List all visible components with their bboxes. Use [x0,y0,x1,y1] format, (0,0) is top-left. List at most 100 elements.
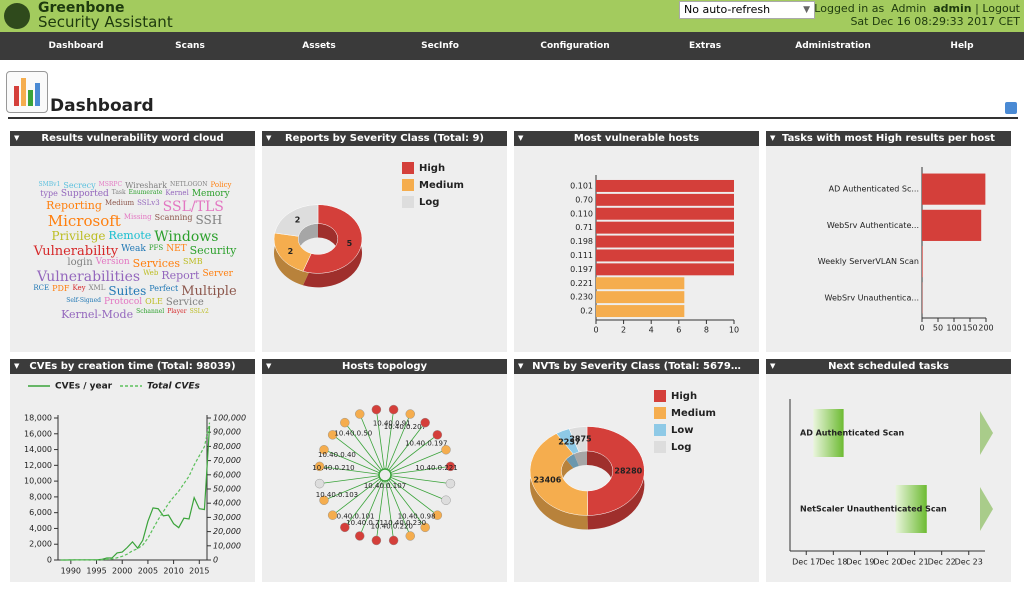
panel-header: ▼ Hosts topology [262,359,507,374]
y2-tick-label: 40,000 [213,499,241,508]
panel-header: ▼ NVTs by Severity Class (Total: 5679… [514,359,759,374]
series-line [60,425,211,561]
continue-arrow [980,411,993,455]
x-tick-label: Dec 17 [792,558,820,567]
panel-menu[interactable]: ▼ [266,362,272,370]
cloud-word: SSL/TLS [162,198,224,215]
cloud-word: NETLOGON [169,180,208,188]
nav-item[interactable]: Help [950,41,974,51]
nav-bar: Dashboard Scans Assets SecInfo Configuration… [0,32,1024,60]
edge [359,474,386,537]
cloud-word: Version [95,257,130,268]
nav-item[interactable]: Assets [302,41,336,51]
panel-menu[interactable]: ▼ [770,362,776,370]
host-node [432,510,443,520]
panel-menu[interactable]: ▼ [14,362,20,370]
word-cloud: SMBv1 Secrecy MSRPC Wireshark NETLOGON Policy… [32,161,238,341]
cloud-word: Services [132,257,181,271]
panel-header: ▼ CVEs by creation time (Total: 98039) [10,359,255,374]
nav-item[interactable]: Administration [795,41,871,51]
panel-menu[interactable]: ▼ [266,134,272,142]
x-tick-label: 200 [978,324,993,333]
nav-item[interactable]: Scans [175,41,205,51]
nav-item[interactable]: SecInfo [421,41,459,51]
host-label: 10.40.0.40 [318,451,356,459]
panel-title: Next scheduled tasks [828,361,949,372]
panel-header: ▼ Tasks with most High results per host [766,131,1011,146]
edit-dashboard[interactable] [1005,102,1017,114]
slice [302,204,363,274]
edge [384,409,395,476]
cloud-word: Protocol [103,297,143,308]
edge [384,413,411,476]
edge [384,465,451,476]
continue-arrow [980,487,993,531]
panel-menu[interactable]: ▼ [518,134,524,142]
cloud-word: login [67,257,93,269]
panel-chart: 5 2 2 High Medium Log [273,162,464,288]
legend-label: Log [419,197,439,208]
host-node [388,535,399,546]
nav-item[interactable]: Dashboard [48,41,104,51]
panel-menu[interactable]: ▼ [14,134,20,142]
x-tick-label: 0 [919,324,924,333]
host-label: 10.40.0.220 [371,523,413,531]
refresh-text: No auto-refresh [684,3,771,16]
x-tick-label: Dec 23 [955,558,983,567]
cloud-word: Missing [123,213,152,222]
y2-tick-label: 70,000 [213,456,241,465]
host-node [319,495,329,505]
nav-item[interactable]: Configuration [540,41,610,51]
y-tick-label: 0.2 [580,307,593,316]
y2-tick-label: 90,000 [213,428,241,437]
legend-label: Low [671,425,693,436]
slice [568,426,588,453]
edge [384,474,426,528]
cloud-word: Multiple [181,283,237,299]
edge [319,474,386,485]
y-tick-label: 16,000 [24,429,52,438]
panel-title: Results vulnerability word cloud [41,133,224,144]
cloud-word: Perfect [149,283,179,293]
y-tick-label: WebSrv Authenticate... [827,221,919,230]
bar [596,221,734,234]
edge [384,474,451,485]
y2-tick-label: 20,000 [213,527,241,536]
x-tick-label: 2000 [112,567,132,576]
host-label: 10.40.0.91 [373,419,411,427]
y2-tick-label: 30,000 [213,513,241,522]
panel-chart: 0.101 0.70 0.110 0.71 0.198 0.111 0.197 0.221 0.… [570,175,739,335]
x-tick-label: 0 [593,326,598,335]
nav-item[interactable]: Extras [688,41,722,51]
logout[interactable]: Logout [982,2,1020,15]
separator: | [975,2,979,15]
host-label: 10.40.0.98 [398,512,436,520]
user[interactable]: admin [933,2,972,15]
host-node [340,417,350,428]
panel-chart: 0 2,000 4,000 6,000 8,000 10,000 12,000 14,000 1… [24,382,246,576]
cloud-word: Player [167,307,187,315]
dropdown-arrow: ▼ [803,5,810,15]
x-tick-label: Dec 22 [928,558,956,567]
x-tick-label: 2015 [189,567,209,576]
panel-menu[interactable]: ▼ [770,134,776,142]
cloud-word: RCE [33,283,50,292]
legend-label: High [671,391,697,402]
panel-title: NVTs by Severity Class (Total: 5679… [532,361,741,372]
refresh-select[interactable]: No auto-refresh ▼ [679,1,815,19]
cloud-word: Web [143,268,159,277]
panel-menu[interactable]: ▼ [518,362,524,370]
cloud-word: Wireshark [125,180,167,190]
host-node [445,461,456,472]
host-node [355,409,365,419]
cloud-word: Windows [154,229,219,245]
host-label: 10.40.0.103 [316,491,358,499]
bar [596,277,685,290]
logo[interactable] [4,3,30,29]
x-tick-label: 150 [962,324,977,333]
host-label: 10.40.0.101 [332,512,374,520]
dashboard-panel: ▼ Results vulnerability word cloud SMBv1 Se… [10,131,255,352]
legend-label: High [419,163,445,174]
